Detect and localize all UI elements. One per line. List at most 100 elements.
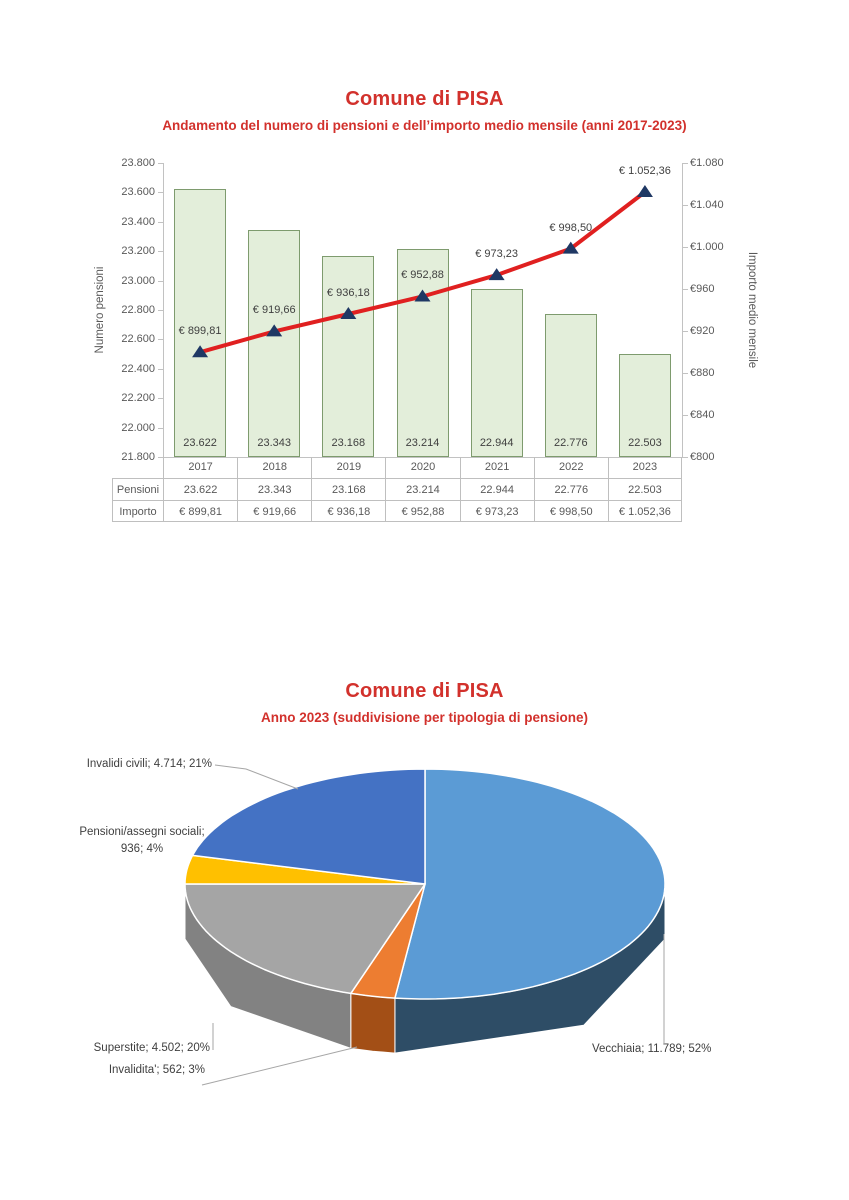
line-data-label: € 973,23 — [475, 248, 519, 261]
bar-value-label: 23.343 — [257, 437, 292, 449]
line-data-label: € 899,81 — [178, 325, 222, 338]
year-cell: 2018 — [237, 457, 311, 478]
table-cell: 23.343 — [237, 478, 312, 500]
table-cell: 22.503 — [607, 478, 682, 500]
left-axis-tick-mark — [158, 280, 163, 282]
importo-marker-triangle — [414, 289, 431, 302]
year-cell: 2023 — [607, 457, 682, 478]
bar-value-label: 23.168 — [331, 437, 366, 449]
line-data-label: € 919,66 — [252, 304, 296, 317]
chart2-subtitle: Anno 2023 (suddivisione per tipologia di… — [260, 710, 589, 725]
left-axis-tick-label: 22.400 — [121, 362, 155, 375]
pie-label-invalidita-: Invalidita'; 562; 3% — [38, 1062, 205, 1079]
pie-label-line: Invalidi civili; 4.714; 21% — [86, 758, 212, 770]
table-cell: € 936,18 — [311, 500, 386, 522]
right-axis-tick-label: €920 — [690, 325, 715, 337]
left-axis-tick-label: 23.000 — [121, 274, 155, 287]
pie-slice-invalidi-civili — [191, 768, 426, 885]
pie-label-line: Invalidita'; 562; 3% — [108, 1064, 205, 1076]
chart1-line-series — [192, 185, 653, 358]
chart1-subtitle: Andamento del numero di pensioni e dell’… — [162, 118, 687, 133]
importo-marker-triangle — [340, 307, 357, 320]
bar-value-label: 22.944 — [479, 437, 514, 449]
line-data-label: € 1.052,36 — [618, 165, 671, 178]
right-axis-tick-mark — [682, 205, 688, 206]
line-data-label: € 936,18 — [326, 287, 370, 299]
left-axis-tick-mark — [158, 457, 163, 458]
left-axis-tick-label: 23.800 — [121, 157, 155, 169]
pie-label-vecchiaia: Vecchiaia; 11.789; 52% — [592, 1041, 772, 1058]
importo-marker-triangle — [562, 241, 579, 254]
pie-label-line: Pensioni/assegni sociali; — [79, 826, 205, 838]
left-axis-tick-mark — [158, 192, 163, 194]
chart2-title: Comune di PISA — [345, 680, 504, 702]
year-cell: 2020 — [385, 457, 459, 478]
right-axis-tick-mark — [682, 247, 688, 248]
left-axis-tick-label: 23.400 — [121, 215, 155, 228]
left-axis-tick-mark — [158, 221, 163, 223]
x-axis-line — [163, 457, 682, 458]
pie-slice-superstite — [184, 883, 426, 995]
table-cell: € 973,23 — [459, 500, 534, 522]
right-axis-tick-mark — [682, 457, 688, 458]
left-axis-tick-label: 22.800 — [121, 304, 155, 316]
table-row-header: Importo — [112, 500, 163, 522]
line-data-label: € 998,50 — [549, 221, 593, 234]
bar-value-label: 23.622 — [183, 437, 217, 449]
right-axis-tick-mark — [682, 415, 688, 416]
table-cell: € 919,66 — [237, 500, 312, 522]
pie-label-invalidi-civili: Invalidi civili; 4.714; 21% — [40, 756, 212, 773]
bar-pensioni — [544, 313, 597, 457]
right-axis-tick-mark — [682, 331, 688, 332]
right-axis-tick-mark — [682, 289, 688, 290]
importo-marker-triangle — [488, 268, 505, 281]
left-axis-tick-label: 22.200 — [121, 392, 155, 405]
line-data-label: € 952,88 — [401, 269, 444, 282]
table-cell: € 952,88 — [385, 500, 460, 522]
year-cell: 2022 — [533, 457, 608, 478]
table-cell: € 998,50 — [533, 500, 608, 522]
right-axis-line — [682, 163, 683, 457]
bar-pensioni — [396, 249, 449, 457]
table-cell: 23.622 — [163, 478, 238, 500]
pie-label-line: 936; 4% — [120, 843, 164, 855]
left-axis-tick-mark — [158, 163, 163, 164]
table-cell: 22.944 — [459, 478, 534, 500]
bar-pensioni — [322, 255, 375, 457]
right-axis-tick-label: €1.040 — [690, 199, 724, 211]
bar-value-label: 23.214 — [405, 437, 440, 449]
right-axis-tick-mark — [682, 163, 688, 164]
right-axis-tick-mark — [682, 373, 688, 374]
bar-pensioni — [470, 288, 523, 457]
left-axis-tick-label: 22.000 — [121, 421, 155, 434]
left-axis-tick-label: 23.600 — [121, 186, 155, 199]
table-cell: € 899,81 — [163, 500, 238, 522]
table-cell: 23.214 — [385, 478, 460, 500]
chart1-title: Comune di PISA — [345, 88, 504, 110]
bar-pensioni — [618, 353, 671, 457]
left-axis-tick-label: 21.800 — [121, 451, 155, 463]
importo-marker-triangle — [266, 324, 283, 337]
importo-marker-triangle — [192, 345, 209, 358]
pie-label-pensioni-assegni-sociali: Pensioni/assegni sociali; 936; 4% — [64, 824, 220, 858]
bar-value-label: 22.503 — [628, 437, 662, 449]
importo-marker-triangle — [636, 185, 653, 198]
year-cell: 2019 — [311, 457, 385, 478]
year-cell: 2021 — [459, 457, 534, 478]
right-axis-tick-label: €800 — [690, 451, 715, 463]
bar-pensioni — [174, 189, 227, 457]
pie-label-line: Superstite; 4.502; 20% — [93, 1042, 210, 1054]
right-axis-tick-label: €1.000 — [690, 241, 724, 253]
left-axis-tick-label: 22.600 — [121, 333, 155, 346]
right-axis-tick-label: €1.080 — [690, 157, 724, 169]
left-axis-tick-mark — [158, 251, 163, 253]
right-axis-tick-label: €960 — [690, 283, 715, 295]
right-axis-tick-label: €840 — [690, 409, 715, 421]
pie-slice-vecchiaia — [394, 768, 666, 1000]
left-axis-tick-label: 23.200 — [121, 245, 155, 258]
left-axis-tick-mark — [158, 368, 163, 370]
left-axis-tick-mark — [158, 427, 163, 429]
table-cell: € 1.052,36 — [607, 500, 682, 522]
